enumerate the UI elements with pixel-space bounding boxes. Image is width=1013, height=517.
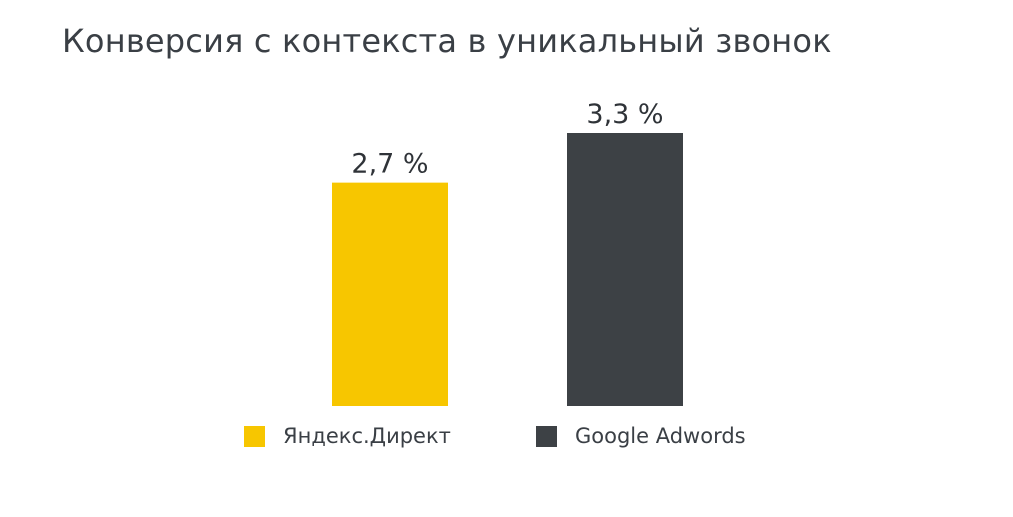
chart-title: Конверсия с контекста в уникальный звоно… <box>62 22 832 60</box>
legend-swatch-yandex <box>244 425 265 447</box>
legend-label-google: Google Adwords <box>575 424 746 448</box>
bar-yandex <box>332 182 448 406</box>
value-label-yandex: 2,7 % <box>351 149 428 180</box>
legend-label-yandex: Яндекс.Директ <box>283 424 451 448</box>
value-label-google: 3,3 % <box>586 99 663 130</box>
legend-swatch-google <box>536 425 557 447</box>
chart-legend: Яндекс.Директ Google Adwords <box>0 424 1013 456</box>
bar-google <box>567 133 683 406</box>
legend-item-google: Google Adwords <box>536 424 746 448</box>
legend-item-yandex: Яндекс.Директ <box>244 424 451 448</box>
